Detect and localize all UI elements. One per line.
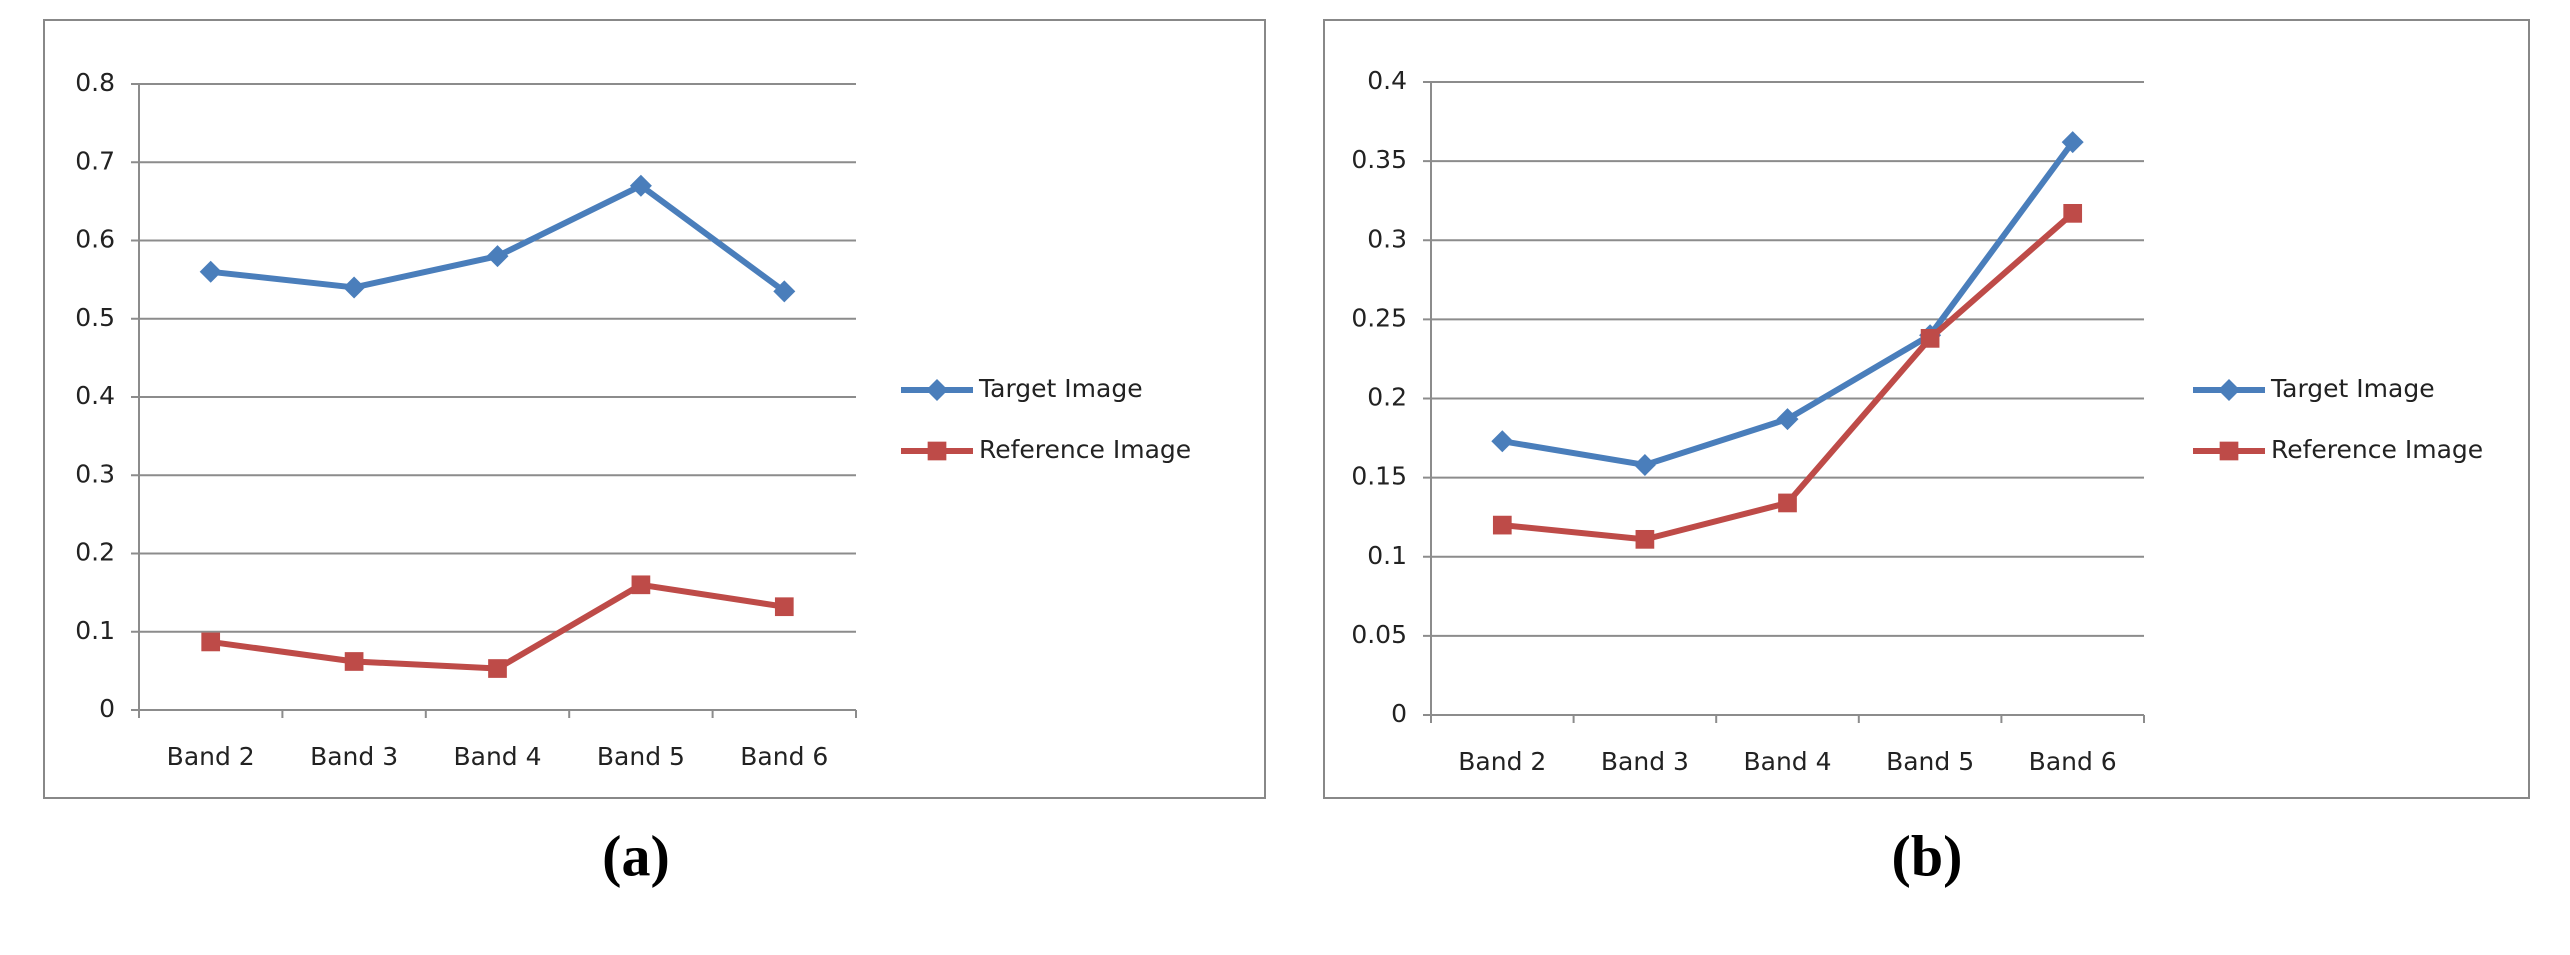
- y-tick-label: 0.4: [75, 381, 115, 410]
- y-tick-label: 0.05: [1351, 620, 1407, 649]
- x-tick-label: Band 2: [167, 742, 255, 771]
- y-tick-label: 0.25: [1351, 303, 1407, 332]
- chart-frame: [1323, 19, 2530, 799]
- y-tick-label: 0.2: [75, 538, 115, 567]
- y-tick-label: 0: [1391, 699, 1407, 728]
- y-tick-label: 0: [99, 694, 115, 723]
- marker: [1776, 408, 1799, 431]
- legend-label: Target Image: [978, 374, 1143, 403]
- marker: [631, 575, 651, 595]
- marker: [343, 276, 366, 299]
- legend-marker: [2218, 379, 2240, 401]
- marker: [1492, 515, 1512, 535]
- y-tick-label: 0.5: [75, 303, 115, 332]
- marker: [199, 260, 222, 283]
- y-tick-label: 0.3: [75, 459, 115, 488]
- marker: [201, 632, 221, 652]
- legend-marker: [2219, 441, 2239, 461]
- marker: [2061, 131, 2084, 154]
- y-tick-label: 0.15: [1351, 462, 1407, 491]
- legend-label: Reference Image: [979, 435, 1191, 464]
- x-tick-label: Band 5: [1886, 747, 1974, 776]
- y-tick-label: 0.6: [75, 225, 115, 254]
- marker: [1920, 329, 1940, 348]
- y-tick-label: 0.7: [75, 146, 115, 175]
- legend-marker: [927, 441, 947, 461]
- marker: [774, 597, 794, 617]
- x-tick-label: Band 6: [740, 742, 828, 771]
- marker: [1491, 430, 1514, 453]
- y-tick-label: 0.3: [1367, 224, 1407, 253]
- x-tick-label: Band 4: [453, 742, 541, 771]
- marker: [773, 280, 796, 303]
- marker: [2063, 203, 2083, 223]
- x-tick-label: Band 6: [2029, 747, 2117, 776]
- marker: [1778, 493, 1797, 513]
- x-tick-label: Band 3: [310, 742, 398, 771]
- x-tick-label: Band 3: [1601, 747, 1689, 776]
- marker: [488, 659, 507, 678]
- y-tick-label: 0.8: [75, 68, 115, 97]
- x-tick-label: Band 2: [1458, 747, 1546, 776]
- legend-label: Reference Image: [2271, 435, 2483, 464]
- marker: [1635, 529, 1655, 549]
- marker: [1633, 453, 1656, 476]
- marker: [629, 174, 652, 197]
- y-tick-label: 0.4: [1367, 66, 1407, 95]
- caption: (a): [602, 823, 670, 888]
- x-tick-label: Band 5: [597, 742, 685, 771]
- legend-marker: [926, 379, 948, 401]
- legend-label: Target Image: [2270, 374, 2435, 403]
- y-tick-label: 0.2: [1367, 383, 1407, 412]
- marker: [486, 245, 509, 268]
- chart-frame: [43, 19, 1266, 799]
- y-tick-label: 0.1: [75, 616, 115, 645]
- y-tick-label: 0.1: [1367, 541, 1407, 570]
- y-tick-label: 0.35: [1351, 145, 1407, 174]
- marker: [344, 652, 364, 671]
- x-tick-label: Band 4: [1743, 747, 1831, 776]
- caption: (b): [1892, 823, 1963, 888]
